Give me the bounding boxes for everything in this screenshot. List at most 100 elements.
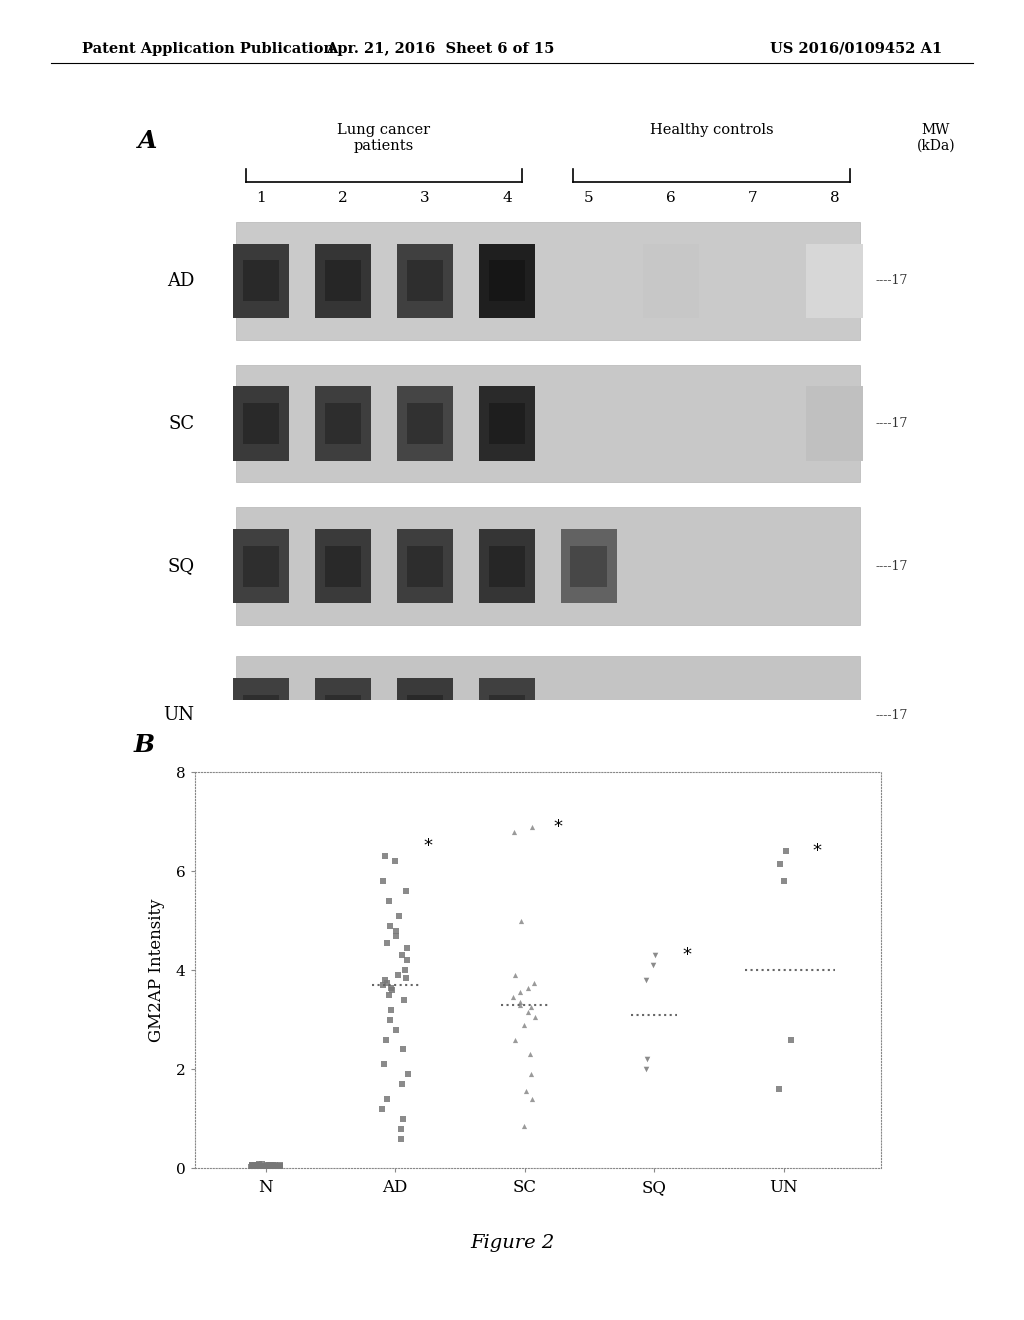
Bar [396, 678, 453, 752]
Point [248, 1155, 264, 1176]
Point [376, 1053, 392, 1074]
Point [253, 1154, 269, 1175]
Text: A: A [138, 129, 158, 153]
Point [381, 1010, 397, 1031]
Bar [325, 694, 361, 735]
Text: *: * [553, 817, 562, 836]
Bar [243, 694, 280, 735]
Bar [243, 403, 280, 444]
Text: *: * [424, 837, 433, 855]
Point [272, 1154, 289, 1175]
Point [397, 880, 414, 902]
Bar [314, 529, 371, 603]
Text: Apr. 21, 2016  Sheet 6 of 15: Apr. 21, 2016 Sheet 6 of 15 [326, 42, 555, 55]
Point [387, 920, 403, 941]
Text: 4: 4 [502, 191, 512, 205]
Point [260, 1156, 276, 1177]
Point [399, 937, 416, 958]
Point [374, 1098, 390, 1119]
Bar [243, 545, 280, 586]
Point [252, 1155, 268, 1176]
Point [248, 1156, 264, 1177]
Point [395, 1039, 412, 1060]
Bar [396, 244, 453, 318]
Point [522, 1044, 539, 1065]
Point [399, 1064, 416, 1085]
Point [254, 1155, 270, 1176]
Bar [396, 529, 453, 603]
Bar [236, 656, 860, 774]
Point [261, 1155, 278, 1176]
Point [523, 816, 540, 837]
Point [264, 1155, 281, 1176]
Point [397, 960, 414, 981]
Text: 8: 8 [829, 191, 840, 205]
Point [251, 1156, 267, 1177]
Point [394, 945, 411, 966]
Bar [488, 403, 525, 444]
Point [268, 1155, 285, 1176]
Point [244, 1155, 260, 1176]
Point [505, 987, 521, 1008]
Point [383, 977, 399, 998]
Point [244, 1155, 260, 1176]
Text: UN: UN [164, 706, 195, 725]
Point [248, 1155, 264, 1176]
Point [272, 1156, 289, 1177]
Text: MW
(kDa): MW (kDa) [916, 123, 955, 153]
Point [512, 982, 528, 1003]
Bar [396, 387, 453, 461]
Point [644, 954, 660, 975]
Point [267, 1154, 284, 1175]
Bar [325, 545, 361, 586]
Bar [325, 260, 361, 301]
Point [258, 1154, 274, 1175]
Point [512, 994, 528, 1015]
Point [271, 1155, 288, 1176]
Point [637, 969, 653, 990]
Text: SQ: SQ [168, 557, 195, 576]
Text: 2: 2 [338, 191, 348, 205]
Point [526, 1007, 543, 1028]
Bar [243, 260, 280, 301]
Point [513, 911, 529, 932]
Point [522, 997, 539, 1018]
Point [775, 871, 792, 892]
Point [507, 1030, 523, 1051]
Point [378, 1030, 394, 1051]
Point [248, 1155, 264, 1176]
Bar [478, 244, 535, 318]
Point [245, 1156, 261, 1177]
Point [247, 1155, 263, 1176]
Point [247, 1156, 263, 1177]
Text: 3: 3 [420, 191, 430, 205]
Point [516, 1014, 532, 1035]
Point [506, 821, 522, 842]
Text: US 2016/0109452 A1: US 2016/0109452 A1 [770, 42, 942, 55]
Point [393, 1127, 410, 1148]
Point [398, 968, 415, 989]
Point [244, 1154, 260, 1175]
Point [772, 853, 788, 874]
Point [377, 969, 393, 990]
Point [375, 974, 391, 995]
Point [377, 846, 393, 867]
Point [381, 891, 397, 912]
Bar [325, 403, 361, 444]
Point [256, 1155, 272, 1176]
Bar [233, 387, 290, 461]
Point [394, 1073, 411, 1094]
Text: Healthy controls: Healthy controls [650, 123, 773, 137]
Point [247, 1154, 263, 1175]
Bar [407, 403, 443, 444]
Point [258, 1155, 274, 1176]
Point [265, 1155, 282, 1176]
Text: B: B [133, 733, 155, 756]
Text: Figure 2: Figure 2 [470, 1234, 554, 1253]
Text: SC: SC [168, 414, 195, 433]
Text: ----17: ----17 [876, 275, 908, 288]
Y-axis label: GM2AP Intensity: GM2AP Intensity [147, 899, 165, 1041]
Bar [236, 364, 860, 483]
Point [519, 977, 536, 998]
Point [639, 1048, 655, 1069]
